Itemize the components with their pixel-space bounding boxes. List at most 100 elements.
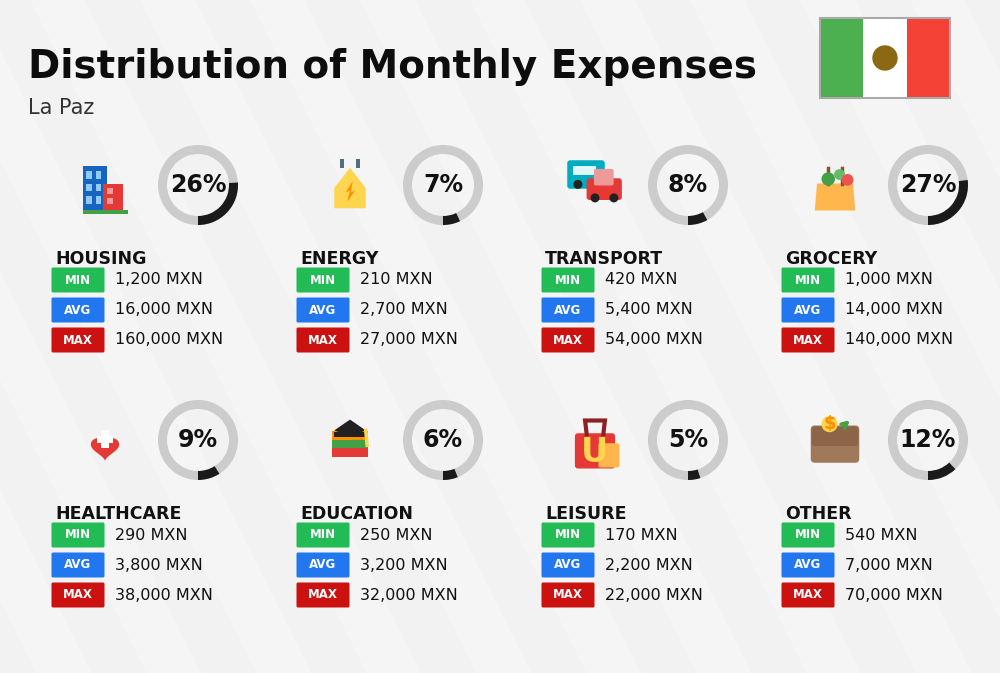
FancyBboxPatch shape [296, 583, 350, 608]
Circle shape [590, 193, 600, 203]
Text: MIN: MIN [65, 528, 91, 542]
Text: MAX: MAX [63, 334, 93, 347]
Text: 27%: 27% [900, 173, 956, 197]
FancyBboxPatch shape [542, 297, 594, 322]
Text: 7,000 MXN: 7,000 MXN [845, 557, 933, 573]
Text: 1,200 MXN: 1,200 MXN [115, 273, 203, 287]
Circle shape [873, 46, 897, 70]
Bar [573, 166, 596, 176]
Text: AVG: AVG [554, 304, 582, 316]
Text: 7%: 7% [423, 173, 463, 197]
Text: ENERGY: ENERGY [300, 250, 378, 268]
FancyBboxPatch shape [542, 267, 594, 293]
Polygon shape [815, 184, 855, 211]
Circle shape [842, 174, 853, 186]
FancyBboxPatch shape [598, 444, 620, 468]
FancyBboxPatch shape [52, 267, 104, 293]
Text: 32,000 MXN: 32,000 MXN [360, 588, 458, 602]
FancyBboxPatch shape [594, 169, 614, 186]
Bar [96, 171, 101, 178]
Bar [86, 171, 92, 178]
FancyBboxPatch shape [52, 553, 104, 577]
Bar [101, 429, 109, 448]
Wedge shape [888, 145, 968, 225]
Text: 250 MXN: 250 MXN [360, 528, 432, 542]
Text: 2,200 MXN: 2,200 MXN [605, 557, 693, 573]
FancyBboxPatch shape [296, 522, 350, 548]
Bar [103, 184, 123, 211]
FancyBboxPatch shape [542, 522, 594, 548]
Text: AVG: AVG [794, 304, 822, 316]
Text: EDUCATION: EDUCATION [300, 505, 413, 523]
Circle shape [609, 193, 618, 203]
Text: AVG: AVG [309, 304, 337, 316]
Wedge shape [443, 213, 460, 225]
Bar [356, 159, 360, 168]
Text: MAX: MAX [793, 334, 823, 347]
Text: AVG: AVG [794, 559, 822, 571]
Text: 210 MXN: 210 MXN [360, 273, 433, 287]
Text: HEALTHCARE: HEALTHCARE [55, 505, 181, 523]
Polygon shape [580, 0, 972, 673]
Polygon shape [800, 0, 1000, 673]
Text: 6%: 6% [423, 428, 463, 452]
Bar [86, 196, 92, 204]
Bar [86, 184, 92, 191]
Text: 140,000 MXN: 140,000 MXN [845, 332, 953, 347]
Bar [907, 18, 950, 98]
Bar [96, 196, 101, 204]
Text: MAX: MAX [63, 588, 93, 602]
Text: MIN: MIN [310, 528, 336, 542]
Polygon shape [250, 0, 642, 673]
FancyBboxPatch shape [575, 433, 615, 468]
Bar [96, 184, 101, 191]
Bar [82, 209, 128, 214]
Bar [340, 159, 344, 168]
Polygon shape [334, 419, 366, 436]
Polygon shape [140, 0, 532, 673]
Wedge shape [648, 400, 728, 480]
Text: Distribution of Monthly Expenses: Distribution of Monthly Expenses [28, 48, 757, 86]
Text: MIN: MIN [310, 273, 336, 287]
Text: 27,000 MXN: 27,000 MXN [360, 332, 458, 347]
Circle shape [822, 416, 838, 432]
Text: 3,800 MXN: 3,800 MXN [115, 557, 203, 573]
FancyBboxPatch shape [782, 583, 834, 608]
Circle shape [588, 180, 597, 189]
Text: 8%: 8% [668, 173, 708, 197]
Text: MIN: MIN [555, 273, 581, 287]
FancyBboxPatch shape [296, 267, 350, 293]
Circle shape [573, 180, 582, 189]
FancyBboxPatch shape [52, 328, 104, 353]
FancyBboxPatch shape [587, 178, 622, 200]
Text: 5%: 5% [668, 428, 708, 452]
Text: TRANSPORT: TRANSPORT [545, 250, 663, 268]
Text: 3,200 MXN: 3,200 MXN [360, 557, 448, 573]
FancyBboxPatch shape [782, 328, 834, 353]
FancyBboxPatch shape [567, 160, 605, 188]
Text: MAX: MAX [308, 334, 338, 347]
Polygon shape [910, 0, 1000, 673]
Text: 160,000 MXN: 160,000 MXN [115, 332, 223, 347]
Text: 540 MXN: 540 MXN [845, 528, 918, 542]
Text: 12%: 12% [900, 428, 956, 452]
Wedge shape [688, 212, 707, 225]
Text: MAX: MAX [553, 334, 583, 347]
FancyBboxPatch shape [542, 583, 594, 608]
Polygon shape [91, 438, 119, 461]
Text: AVG: AVG [64, 304, 92, 316]
Text: AVG: AVG [554, 559, 582, 571]
FancyBboxPatch shape [811, 425, 859, 463]
Polygon shape [346, 181, 355, 201]
Wedge shape [648, 145, 728, 225]
FancyBboxPatch shape [52, 297, 104, 322]
Wedge shape [198, 182, 238, 225]
Polygon shape [470, 0, 862, 673]
Text: MIN: MIN [65, 273, 91, 287]
Wedge shape [688, 470, 700, 480]
Text: 2,700 MXN: 2,700 MXN [360, 302, 448, 318]
FancyBboxPatch shape [542, 553, 594, 577]
Bar [820, 18, 863, 98]
Circle shape [822, 172, 835, 186]
Text: 14,000 MXN: 14,000 MXN [845, 302, 943, 318]
